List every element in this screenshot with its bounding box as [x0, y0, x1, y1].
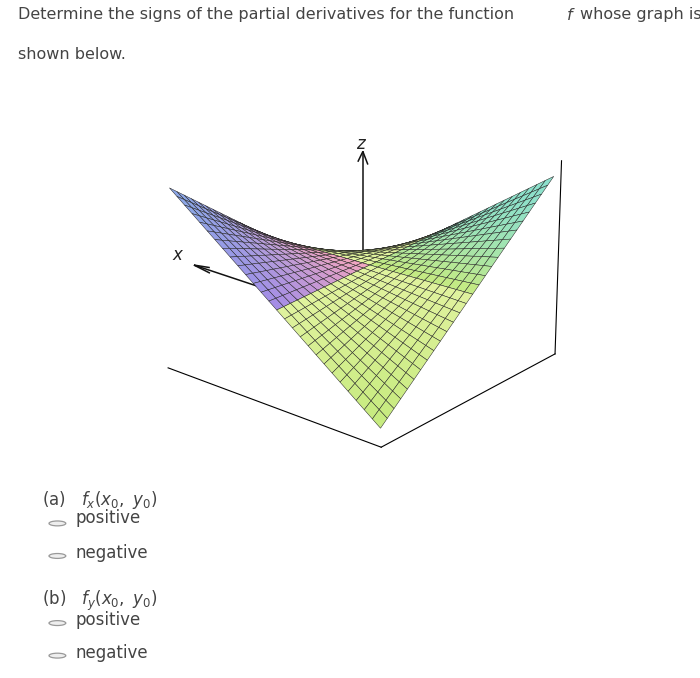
Text: negative: negative: [76, 544, 148, 562]
Circle shape: [49, 553, 66, 559]
Circle shape: [49, 653, 66, 658]
Text: (b)   $f_y(x_0,\ y_0)$: (b) $f_y(x_0,\ y_0)$: [42, 589, 158, 613]
Text: $f$: $f$: [566, 7, 575, 23]
Text: shown below.: shown below.: [18, 47, 125, 62]
Text: negative: negative: [76, 643, 148, 662]
Circle shape: [49, 620, 66, 626]
Text: whose graph is: whose graph is: [580, 7, 700, 22]
Text: Determine the signs of the partial derivatives for the function: Determine the signs of the partial deriv…: [18, 7, 514, 22]
Text: positive: positive: [76, 509, 141, 527]
Text: (a)   $f_x(x_0,\ y_0)$: (a) $f_x(x_0,\ y_0)$: [42, 489, 158, 511]
Text: positive: positive: [76, 611, 141, 629]
Circle shape: [49, 521, 66, 526]
